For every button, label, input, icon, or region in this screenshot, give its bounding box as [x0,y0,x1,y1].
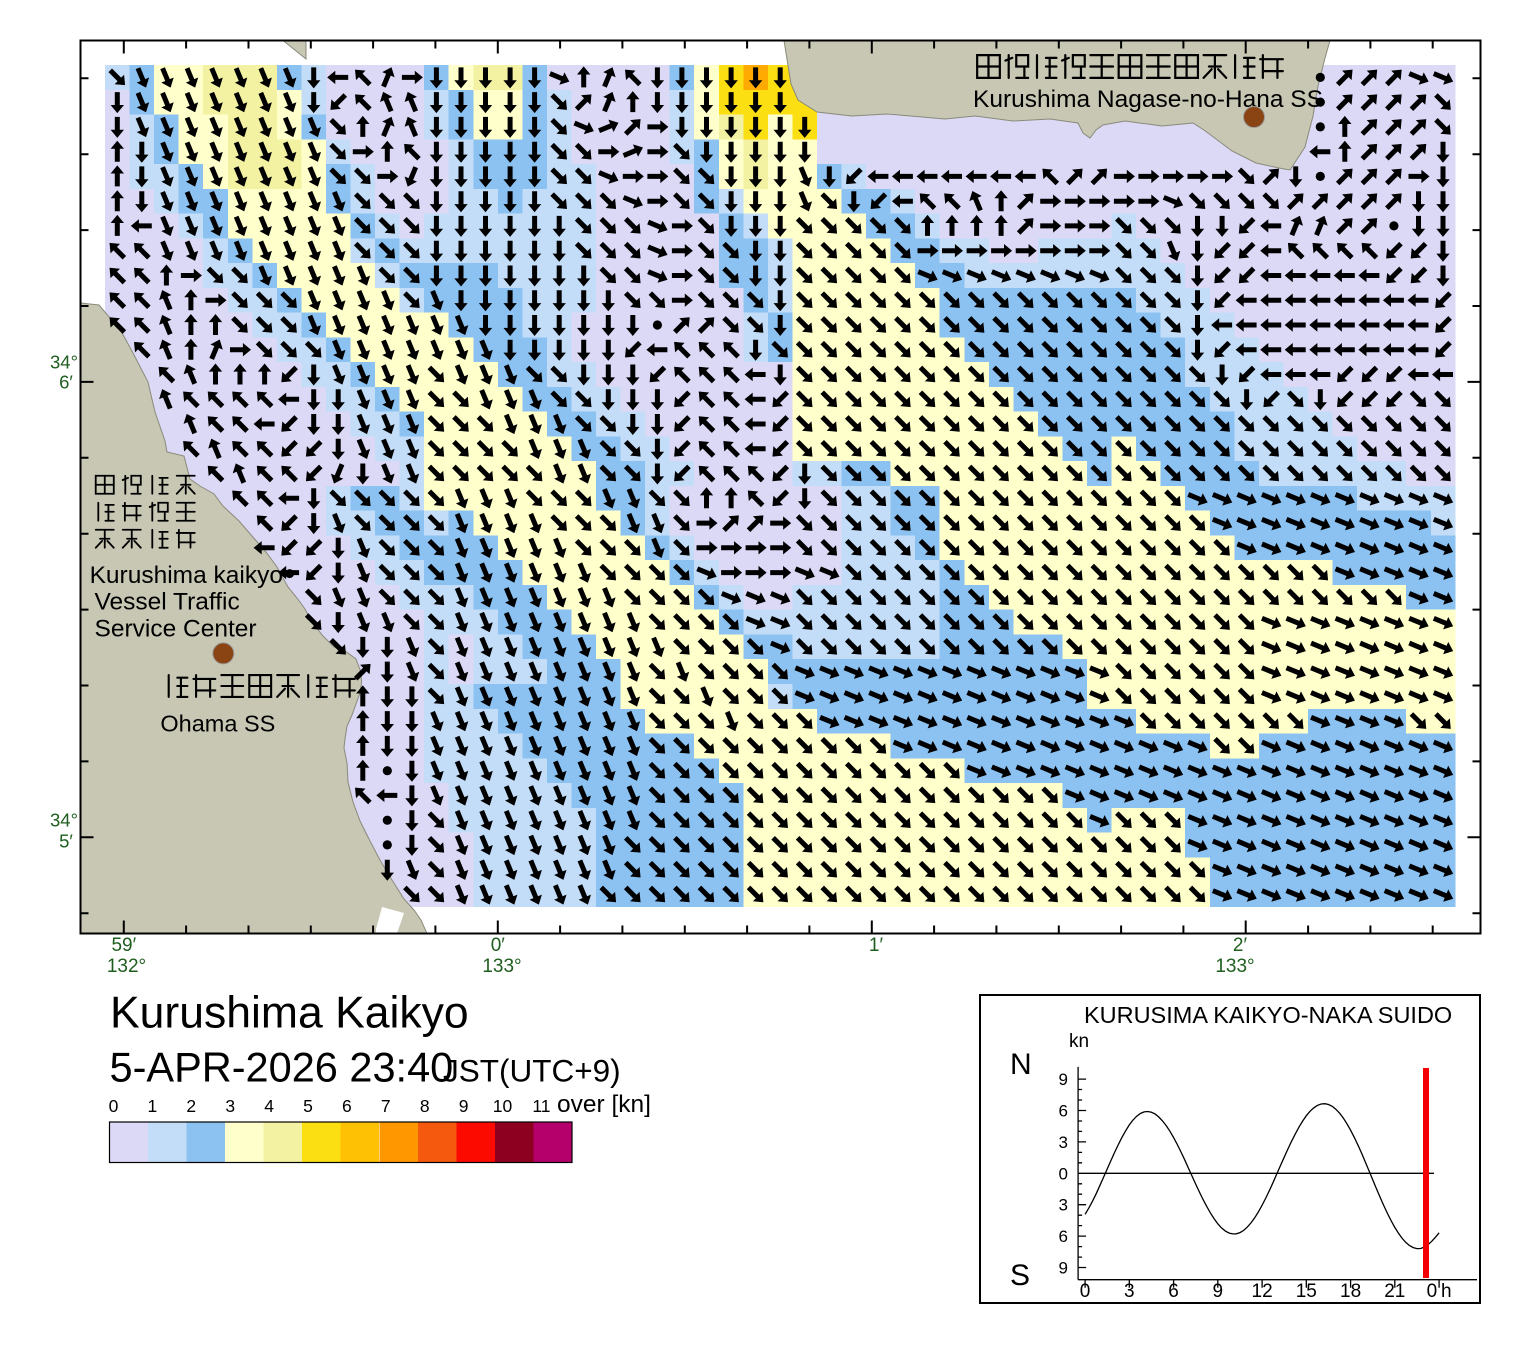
svg-text:34°: 34° [50,352,78,373]
svg-text:2: 2 [186,1096,196,1116]
svg-text:3: 3 [225,1096,235,1116]
svg-text:9: 9 [1213,1281,1224,1302]
svg-text:0 h: 0 h [1427,1281,1452,1302]
svg-text:6: 6 [1059,1102,1068,1121]
svg-text:34°: 34° [50,810,78,831]
svg-text:5-APR-2026 23:40: 5-APR-2026 23:40 [110,1044,454,1091]
svg-text:Ohama SS: Ohama SS [160,711,275,737]
svg-text:6: 6 [342,1096,352,1116]
svg-text:0: 0 [1080,1281,1091,1302]
svg-text:Kurushima Kaikyo: Kurushima Kaikyo [110,989,469,1038]
svg-text:Kurushima Nagase-no-Hana SS: Kurushima Nagase-no-Hana SS [973,86,1323,113]
svg-text:5′: 5′ [59,831,73,852]
svg-text:12: 12 [1252,1281,1273,1302]
svg-text:0: 0 [109,1096,119,1116]
svg-text:9: 9 [459,1096,469,1116]
svg-text:11: 11 [532,1096,550,1116]
svg-text:8: 8 [420,1096,430,1116]
svg-text:Service Center: Service Center [95,616,257,643]
svg-text:0′: 0′ [491,935,506,956]
svg-text:4: 4 [264,1096,274,1116]
svg-text:7: 7 [381,1096,391,1116]
svg-text:kn: kn [1069,1031,1089,1052]
svg-text:9: 9 [1059,1070,1068,1089]
svg-text:Vessel Traffic: Vessel Traffic [95,589,240,616]
svg-text:S: S [1010,1259,1030,1292]
svg-text:133°: 133° [1215,956,1254,977]
svg-text:N: N [1010,1048,1032,1081]
svg-text:3: 3 [1059,1196,1068,1215]
svg-text:15: 15 [1296,1281,1317,1302]
svg-text:2′: 2′ [1233,935,1248,956]
svg-text:6: 6 [1168,1281,1179,1302]
svg-text:132°: 132° [107,956,146,977]
svg-text:1: 1 [148,1096,158,1116]
svg-text:9: 9 [1059,1259,1068,1278]
svg-text:KURUSIMA KAIKYO-NAKA SUIDO: KURUSIMA KAIKYO-NAKA SUIDO [1084,1002,1452,1028]
svg-text:5: 5 [303,1096,313,1116]
svg-text:21: 21 [1384,1281,1405,1302]
svg-text:3: 3 [1124,1281,1135,1302]
svg-text:6: 6 [1059,1227,1068,1246]
svg-text:59′: 59′ [111,935,136,956]
svg-text:0: 0 [1059,1164,1068,1183]
svg-text:JST(UTC+9): JST(UTC+9) [443,1053,621,1089]
svg-text:over [kn]: over [kn] [557,1091,651,1118]
svg-text:6′: 6′ [59,372,73,393]
svg-text:Kurushima kaikyo: Kurushima kaikyo [90,562,283,589]
svg-text:1′: 1′ [869,935,884,956]
svg-text:133°: 133° [482,956,521,977]
svg-text:18: 18 [1340,1281,1361,1302]
svg-text:3: 3 [1059,1133,1068,1152]
svg-text:10: 10 [493,1096,513,1116]
